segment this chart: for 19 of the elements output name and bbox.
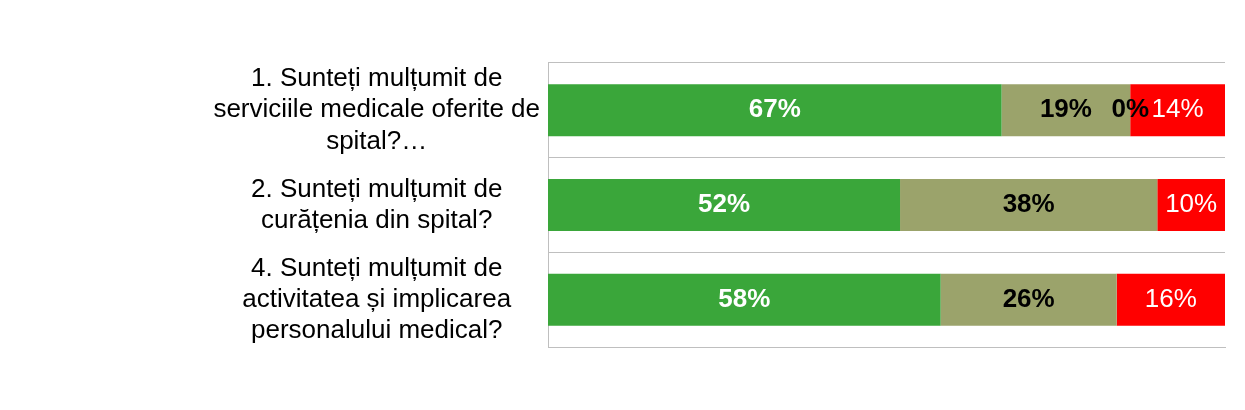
data-label: 58% [718, 282, 771, 313]
data-label: 16% [1144, 282, 1197, 313]
bar [548, 84, 1002, 137]
data-label: 19% [1039, 93, 1092, 124]
y-tick-label: 2. Sunteți mulțumit de curățenia din spital? [250, 172, 503, 234]
data-label: 38% [1002, 188, 1055, 219]
y-tick-label: 1. Sunteți mulțumit de serviciile medicale oferite de spital?… [213, 62, 540, 155]
data-label: 52% [698, 188, 751, 219]
bar [548, 178, 901, 232]
data-label: 10% [1165, 188, 1218, 219]
data-label: 26% [1002, 282, 1055, 313]
data-label: 14% [1151, 93, 1204, 124]
bar [900, 178, 1158, 232]
y-tick-label: 4. Sunteți mulțumit de activitatea și implicarea personalului medical? [242, 251, 512, 345]
data-label: 67% [748, 93, 801, 124]
bar [1116, 273, 1225, 326]
bar [940, 273, 1117, 326]
data-label: 0% [1111, 93, 1150, 124]
bar [548, 273, 941, 326]
